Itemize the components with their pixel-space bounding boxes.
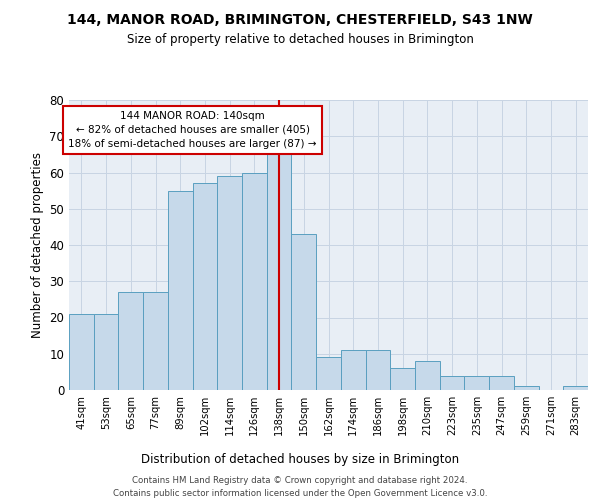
Text: Contains HM Land Registry data © Crown copyright and database right 2024.: Contains HM Land Registry data © Crown c… xyxy=(132,476,468,485)
Bar xyxy=(415,361,440,390)
Bar xyxy=(69,314,94,390)
Bar xyxy=(514,386,539,390)
Bar xyxy=(118,292,143,390)
Bar xyxy=(242,172,267,390)
Bar xyxy=(267,154,292,390)
Text: Contains public sector information licensed under the Open Government Licence v3: Contains public sector information licen… xyxy=(113,489,487,498)
Bar xyxy=(168,190,193,390)
Bar xyxy=(390,368,415,390)
Text: Size of property relative to detached houses in Brimington: Size of property relative to detached ho… xyxy=(127,32,473,46)
Bar xyxy=(489,376,514,390)
Bar xyxy=(217,176,242,390)
Bar xyxy=(341,350,365,390)
Bar xyxy=(193,184,217,390)
Bar xyxy=(365,350,390,390)
Text: Distribution of detached houses by size in Brimington: Distribution of detached houses by size … xyxy=(141,452,459,466)
Bar xyxy=(316,358,341,390)
Bar xyxy=(94,314,118,390)
Bar xyxy=(563,386,588,390)
Text: 144, MANOR ROAD, BRIMINGTON, CHESTERFIELD, S43 1NW: 144, MANOR ROAD, BRIMINGTON, CHESTERFIEL… xyxy=(67,12,533,26)
Bar xyxy=(292,234,316,390)
Bar xyxy=(440,376,464,390)
Bar xyxy=(464,376,489,390)
Bar xyxy=(143,292,168,390)
Y-axis label: Number of detached properties: Number of detached properties xyxy=(31,152,44,338)
Text: 144 MANOR ROAD: 140sqm
← 82% of detached houses are smaller (405)
18% of semi-de: 144 MANOR ROAD: 140sqm ← 82% of detached… xyxy=(68,111,317,149)
